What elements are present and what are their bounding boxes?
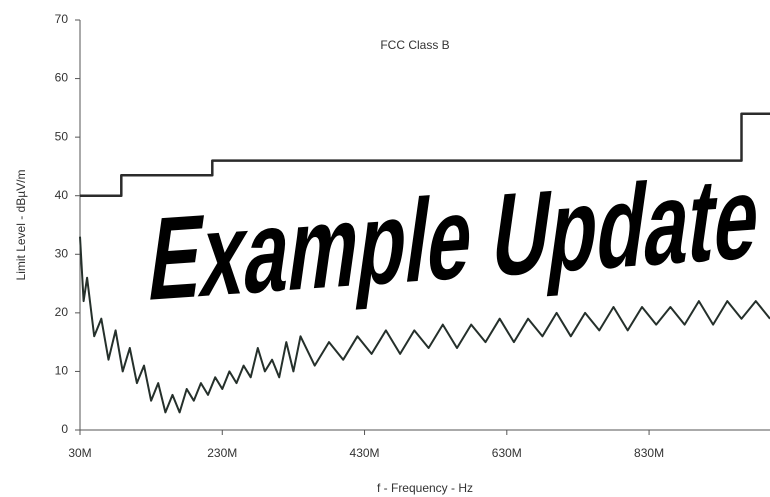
x-tick-label: 230M xyxy=(207,446,237,460)
x-tick-label: 630M xyxy=(492,446,522,460)
chart-title: FCC Class B xyxy=(380,38,449,52)
y-tick-label: 20 xyxy=(55,305,69,319)
y-tick-label: 0 xyxy=(61,422,68,436)
y-tick-label: 70 xyxy=(55,12,69,26)
y-tick-label: 40 xyxy=(55,188,69,202)
y-tick-label: 10 xyxy=(55,364,69,378)
x-tick-label: 830M xyxy=(634,446,664,460)
x-tick-label: 430M xyxy=(350,446,380,460)
limit-line xyxy=(80,112,770,197)
measurement-trace xyxy=(79,236,770,414)
y-axis-label: Limit Level - dBµV/m xyxy=(14,170,28,281)
y-tick-label: 60 xyxy=(55,71,69,85)
x-tick-label: 30M xyxy=(68,446,91,460)
y-tick-label: 50 xyxy=(55,129,69,143)
annotation: Example Update xyxy=(141,152,768,326)
x-axis-label: f - Frequency - Hz xyxy=(377,481,473,495)
y-tick-label: 30 xyxy=(55,246,69,260)
